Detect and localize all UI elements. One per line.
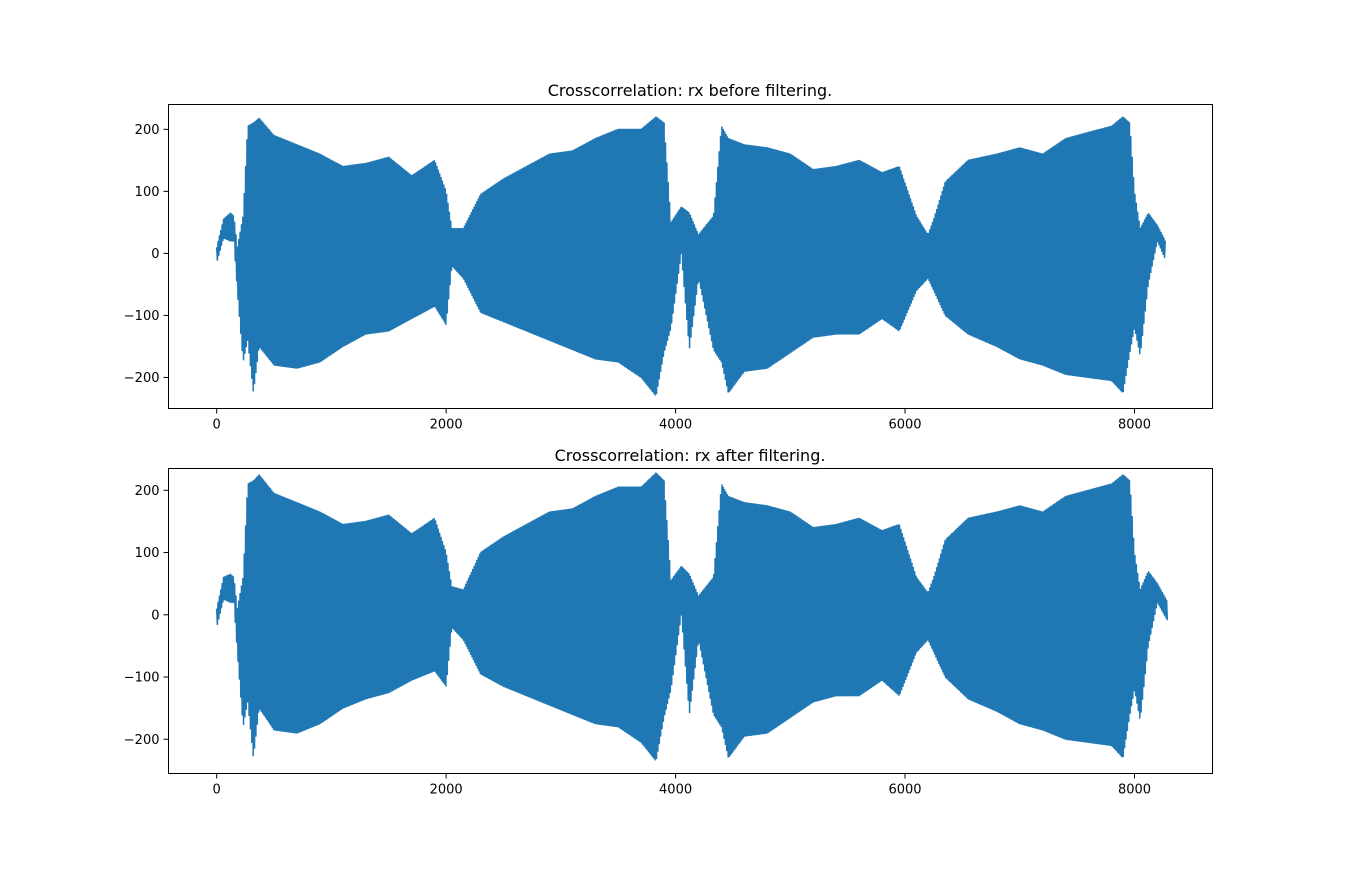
x-tick-label: 6000: [888, 418, 921, 433]
chart-title-bottom: Crosscorrelation: rx after filtering.: [555, 446, 826, 465]
y-tick-label: −200: [124, 371, 160, 386]
y-tick-label: 100: [135, 546, 160, 561]
x-tick-label: 6000: [888, 783, 921, 798]
x-tick-label: 0: [213, 783, 221, 798]
x-tick-label: 2000: [430, 783, 463, 798]
y-tick-label: 0: [151, 608, 159, 623]
y-tick-label: 200: [135, 484, 160, 499]
axes-frame-top: [168, 104, 1213, 409]
x-tick-label: 4000: [659, 418, 692, 433]
x-axis-top: 0 2000 4000 6000 8000: [213, 408, 1151, 433]
x-tick-label: 8000: [1118, 418, 1151, 433]
y-tick-label: −200: [124, 733, 160, 748]
x-axis-bottom: 0 2000 4000 6000 8000: [213, 773, 1151, 798]
subplot-top: Crosscorrelation: rx before filtering. 0…: [124, 81, 1213, 433]
y-tick-label: −100: [124, 309, 160, 324]
plot-area-top: [215, 116, 1166, 396]
x-tick-label: 4000: [659, 783, 692, 798]
y-tick-label: 100: [135, 185, 160, 200]
series-line: [215, 116, 1166, 396]
chart-title-top: Crosscorrelation: rx before filtering.: [548, 81, 833, 100]
y-axis-top: −200 −100 0 100 200: [124, 123, 169, 386]
series-line: [215, 472, 1169, 761]
axes-frame-bottom: [168, 468, 1213, 774]
x-tick-label: 8000: [1118, 783, 1151, 798]
y-axis-bottom: −200 −100 0 100 200: [124, 484, 169, 748]
x-tick-label: 2000: [430, 418, 463, 433]
y-tick-label: 0: [151, 247, 159, 262]
subplot-bottom: Crosscorrelation: rx after filtering. 0 2…: [124, 446, 1213, 798]
x-tick-label: 0: [213, 418, 221, 433]
y-tick-label: 200: [135, 123, 160, 138]
y-tick-label: −100: [124, 671, 160, 686]
plot-area-bottom: [215, 472, 1169, 761]
